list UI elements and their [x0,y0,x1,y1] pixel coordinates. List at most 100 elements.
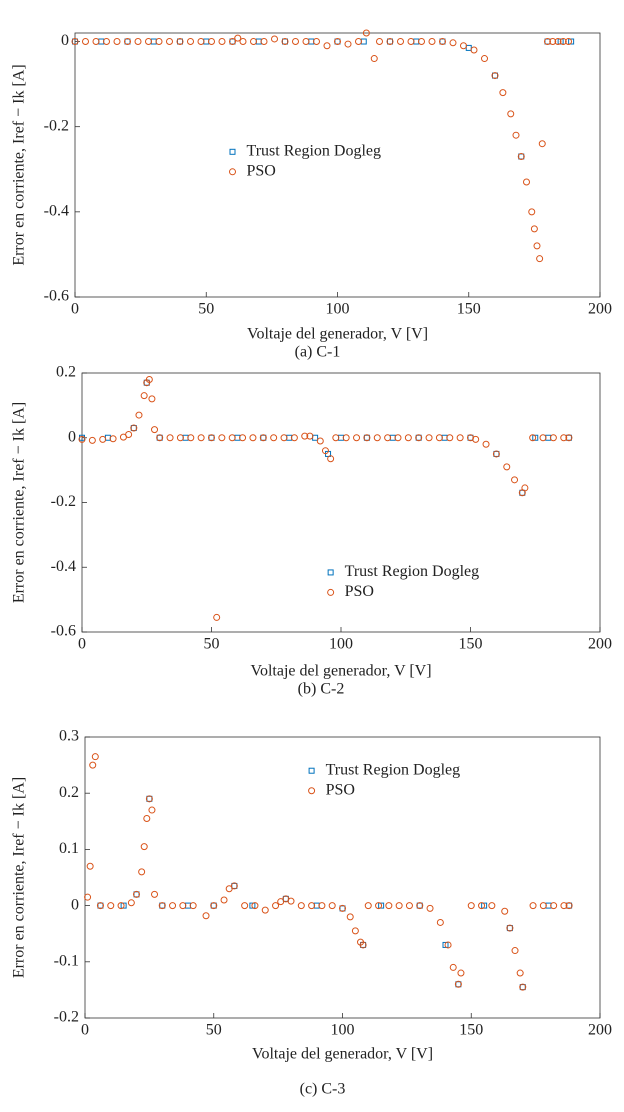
marker-circle [385,902,393,910]
marker-circle [351,927,359,935]
marker-circle [158,902,166,910]
marker-square [378,902,385,909]
marker-circle [364,902,372,910]
marker-circle [481,55,488,63]
caption: (c) C-3 [300,1081,346,1098]
marker-circle [308,902,316,910]
marker-circle [239,38,247,46]
x-tick-label: 100 [331,1022,355,1039]
marker-circle [536,255,544,263]
y-tick-label: -0.2 [54,1009,79,1026]
marker-circle [84,893,92,901]
marker-circle [516,969,524,977]
marker-circle [99,435,107,443]
marker-circle [416,902,424,910]
marker-circle [261,906,269,914]
marker-square [133,891,140,898]
marker-circle [169,902,177,910]
marker-circle [323,42,331,50]
marker-circle [435,434,443,442]
marker-circle [148,806,156,814]
marker-square [231,882,238,889]
marker-circle [287,897,295,905]
marker-square [387,38,393,45]
marker-circle [197,434,205,442]
marker-circle [292,38,299,46]
marker-circle [155,38,163,46]
marker-circle [449,39,457,47]
marker-circle [176,434,184,442]
marker-circle [405,902,413,910]
marker-circle [241,902,249,910]
y-tick-label: -0.2 [51,493,76,510]
marker-circle [533,242,541,250]
marker-square [124,38,131,45]
marker-circle [339,904,346,912]
y-tick-label: -0.4 [51,558,76,575]
marker-square [208,434,215,441]
x-axis-label: Voltaje del generador, V [V] [247,326,428,343]
legend-label: PSO [326,781,355,798]
marker-circle [428,38,436,46]
marker-circle [512,131,520,139]
marker-circle [460,42,467,50]
marker-circle [565,434,573,442]
marker-circle [511,947,519,955]
marker-circle [523,178,530,186]
marker-circle [318,902,326,910]
marker-circle [107,902,115,910]
marker-square [159,902,166,909]
marker-circle [313,38,320,46]
marker-square [568,38,575,45]
marker-circle [134,38,142,46]
marker-square [492,72,498,79]
marker-square [493,450,500,457]
marker-circle [332,434,340,442]
marker-circle [375,902,383,910]
marker-circle [519,983,527,991]
marker-circle [457,969,465,977]
marker-square [327,569,334,576]
marker-circle [529,434,537,442]
marker-circle [415,434,423,442]
marker-circle [187,434,195,442]
marker-square [120,902,127,909]
marker-circle [124,38,131,46]
marker-square [415,434,422,441]
marker-circle [321,447,329,455]
marker-circle [229,168,236,176]
x-tick-label: 200 [588,301,612,318]
x-tick-label: 0 [71,301,79,318]
marker-circle [539,902,547,910]
marker-square [506,925,513,932]
marker-circle [426,904,434,912]
marker-circle [565,902,573,910]
y-axis-label: Error en corriente, Iref − Ik [A] [11,402,28,603]
marker-circle [272,902,280,910]
legend-label: Trust Region Dogleg [247,142,382,159]
marker-circle [229,38,236,46]
marker-square [363,434,370,441]
marker-square [481,902,488,909]
marker-circle [449,963,457,971]
marker-circle [302,38,310,46]
marker-circle [373,434,381,442]
marker-square [282,38,288,45]
marker-circle [327,588,335,596]
marker-circle [386,38,394,46]
marker-circle [362,29,370,37]
marker-circle [397,38,404,46]
marker-square [339,905,346,912]
marker-circle [145,795,153,803]
marker-square [465,44,472,51]
marker-circle [91,753,99,761]
marker-circle [103,38,110,46]
marker-circle [328,902,336,910]
marker-circle [140,843,148,851]
marker-square [229,148,236,155]
marker-circle [202,912,210,920]
marker-circle [250,38,257,46]
y-tick-label: 0.2 [56,364,76,381]
marker-circle [130,424,138,432]
marker-circle [488,902,496,910]
